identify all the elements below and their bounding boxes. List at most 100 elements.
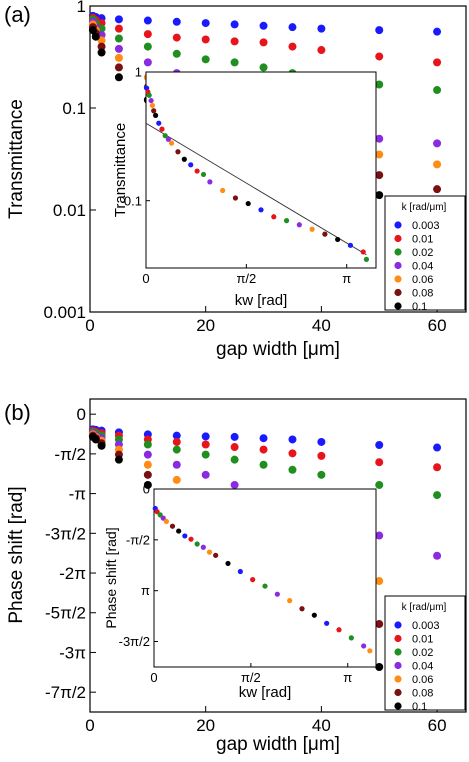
panel-b-inset-x-axis-label: kw [rad] [239,684,292,701]
inset-data-point [169,523,176,529]
panel-b-label: (b) [4,400,31,425]
panel-b-inset-x-ticks: 0 π/2 π [150,663,352,685]
data-point-k-0.04 [172,460,181,469]
legend-marker-k-0.08 [394,688,402,697]
data-point-k-0.01 [97,19,106,28]
data-point-k-0.06 [143,460,152,469]
panel-b-y-tick-label: -3π [59,643,86,662]
inset-data-point [207,179,213,185]
data-point-k-0.1 [88,26,97,35]
inset-data-point [176,528,182,534]
inset-data-point [165,136,171,142]
legend-label-k-0.02: 0.02 [412,647,433,659]
inset-data-point [367,648,373,654]
panel-b-y-tick-label: -3π/2 [45,524,86,543]
panel-b-inset-x-tick-label: π [343,670,352,685]
inset-data-point [200,171,207,178]
data-point-k-0.02 [172,445,181,454]
data-point-k-0.02 [230,58,239,67]
legend-label-k-0.08: 0.08 [412,288,433,300]
panel-b-inset-points [152,505,373,654]
data-point-k-0.1 [114,455,123,464]
legend-label-k-0.003: 0.003 [412,220,440,232]
data-point-k-0.01 [288,449,297,458]
inset-data-point [324,620,330,626]
legend-label-k-0.04: 0.04 [412,261,433,273]
data-point-k-0.003 [317,437,326,446]
data-point-k-0.02 [201,450,210,459]
data-point-k-0.01 [230,37,239,46]
inset-data-point [322,231,328,237]
panel-b-y-axis-label: Phase shift [rad] [6,486,27,623]
data-point-k-0.003 [172,17,181,26]
data-point-k-0.04 [375,134,384,143]
data-point-k-0.02 [230,455,239,464]
legend-label-k-0.04: 0.04 [412,661,433,673]
inset-data-point [163,518,169,524]
data-point-k-0.04 [433,139,442,148]
data-point-k-0.02 [375,80,384,89]
inset-data-point [250,577,256,583]
inset-data-point [225,560,231,567]
legend-marker-k-0.08 [394,288,402,297]
data-point-k-0.003 [230,432,239,441]
data-point-k-0.01 [259,445,268,454]
inset-data-point [181,156,187,162]
data-point-k-0.01 [375,52,384,61]
panel-b-y-tick-label: -7π/2 [45,683,86,702]
panel-b-frame [89,398,467,713]
data-point-k-0.02 [433,491,442,500]
panel-a-inset-x-axis-label: kw [rad] [235,292,288,309]
inset-data-point [271,214,277,220]
data-point-k-0.003 [317,24,326,33]
panel-a-x-tick-label: 60 [428,316,447,335]
panel-b-y-tick-label: -2π [59,564,86,583]
panel-b-x-ticks: 0 20 40 60 [85,706,447,735]
panel-b-inset-y-tick-label: 0 [143,482,150,497]
inset-fit-line [145,122,367,256]
data-point-k-0.1 [375,191,384,200]
data-point-k-0.003 [375,26,384,35]
inset-data-point [335,236,341,243]
inset-data-point [160,515,166,521]
inset-data-point [151,108,157,114]
data-point-k-0.04 [143,58,152,67]
panel-a-x-axis-label: gap width [μm] [216,339,340,360]
legend-label-k-0.08: 0.08 [412,688,433,700]
panel-a-y-tick-label: 0.1 [62,99,86,118]
panel-b-y-tick-label: 0 [77,405,86,424]
data-point-k-0.1 [91,435,100,444]
data-point-k-0.08 [375,620,384,629]
panel-b-inset-y-tick-label: -3π/2 [119,634,150,649]
data-point-k-0.1 [97,48,106,57]
panel-a-inset-x-ticks: 0 π/2 π [142,264,351,286]
panel-a-legend-title: k [rad/μm] [402,202,447,213]
data-point-k-0.04 [201,470,210,479]
panel-b-y-tick-label: -π/2 [54,445,86,464]
data-point-k-0.04 [230,480,239,489]
legend-marker-k-0.02 [394,248,402,256]
data-point-k-0.01 [201,35,210,44]
legend-marker-k-0.02 [394,648,402,656]
data-point-k-0.08 [433,185,442,194]
legend-marker-k-0.01 [394,634,402,643]
inset-data-point [361,643,367,649]
legend-label-k-0.02: 0.02 [412,247,433,259]
data-point-k-0.01 [317,46,326,55]
inset-data-point [245,200,251,207]
inset-data-point [311,612,317,618]
inset-data-point [299,606,305,612]
inset-data-point [283,218,290,224]
data-point-k-0.02 [259,63,268,72]
data-point-k-0.003 [201,432,210,441]
data-point-k-0.003 [114,15,123,24]
inset-data-point [148,97,154,104]
data-point-k-0.08 [97,42,106,51]
data-point-k-0.01 [114,24,123,33]
inset-data-point [296,222,302,228]
panel-b-legend-title: k [rad/μm] [402,602,447,613]
panel-a-inset-y-axis-label: Transmittance [112,123,129,217]
data-point-k-0.003 [288,435,297,444]
inset-data-point [162,133,168,139]
panel-b-inset-y-ticks: 0 -π/2 π -3π/2 [119,482,158,649]
